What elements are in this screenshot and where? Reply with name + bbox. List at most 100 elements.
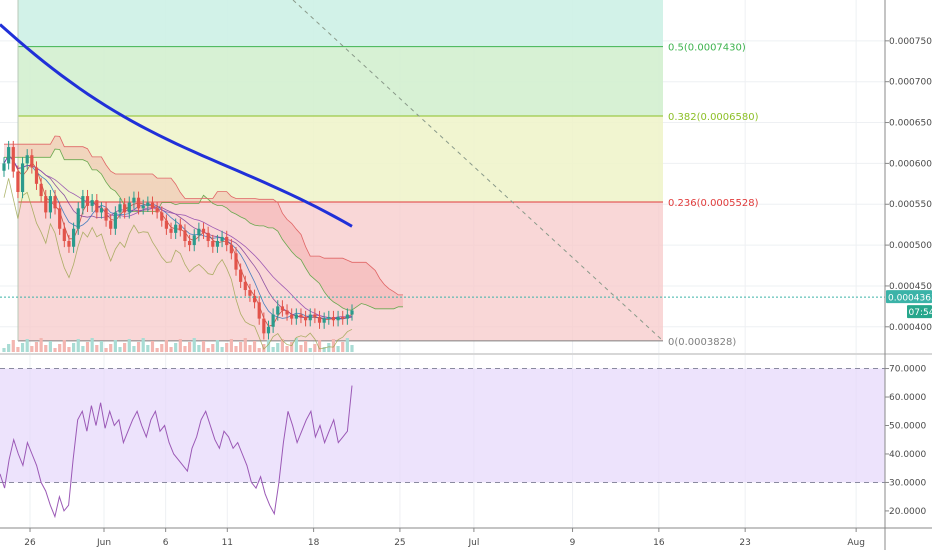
candle-body: [81, 196, 85, 209]
volume-bar: [243, 338, 247, 352]
ma-line: [3, 154, 353, 319]
volume-bar: [85, 342, 90, 352]
time-tick-label: Jul: [467, 538, 479, 548]
volume-bar: [30, 346, 34, 352]
candle-body: [178, 224, 182, 231]
candle-body: [266, 326, 271, 334]
volume-bar: [104, 348, 108, 352]
volume-bar: [234, 346, 238, 352]
time-tick-label: 23: [739, 538, 750, 548]
time-tick-label: 11: [222, 538, 233, 548]
volume-bar: [7, 344, 11, 352]
time-tick-label: Aug: [847, 538, 865, 548]
candle-body: [188, 241, 192, 246]
current-price-tag: [886, 290, 932, 304]
volume-bar: [25, 339, 29, 352]
candle-body: [248, 290, 252, 296]
candle-body: [76, 208, 80, 229]
rsi-guides: [0, 368, 885, 483]
volume-bar: [76, 339, 80, 352]
volume-bar: [183, 346, 187, 352]
long-moving-average-line[interactable]: [0, 23, 353, 228]
time-tick-label: 25: [394, 538, 405, 548]
rsi-tick-label: 70.0000: [889, 365, 926, 375]
candle-body: [257, 302, 261, 319]
candle-body: [104, 208, 108, 221]
fib-zone-yellow: [18, 116, 663, 202]
volume-bar: [53, 348, 57, 352]
candle-body: [48, 196, 52, 213]
volume-bar: [127, 339, 131, 352]
candle-body: [183, 230, 187, 242]
volume-bar: [313, 344, 317, 352]
volume-bar: [280, 339, 284, 352]
volume-bar: [146, 345, 150, 352]
volume-bar: [150, 341, 155, 352]
volume-bar: [118, 347, 122, 352]
candle-body: [271, 314, 275, 327]
fib-level-label: 0.382(0.0006580): [668, 112, 759, 123]
fib-zone-green: [18, 46, 663, 117]
candle-body: [290, 314, 294, 319]
candle-body: [215, 241, 220, 247]
diagonal-trendline[interactable]: [292, 0, 664, 342]
candle-body: [39, 183, 43, 197]
cloud-span-b: [4, 135, 403, 296]
volume-bar: [44, 345, 48, 352]
candle-body: [341, 316, 345, 319]
ma-line: [3, 154, 353, 320]
candle-body: [132, 197, 136, 203]
time-tick-label: 26: [24, 538, 36, 548]
volume-bar: [90, 338, 94, 352]
volume-bar: [16, 347, 20, 352]
candle-body: [67, 241, 71, 247]
volume-bar: [262, 344, 266, 352]
price-tags: 0.0004363 07:54: [886, 290, 932, 319]
candle-body: [16, 171, 20, 192]
volume-bar: [331, 339, 336, 352]
rsi-tick-label: 30.0000: [889, 478, 926, 488]
volume-bar: [206, 348, 210, 352]
volume-bar: [99, 341, 104, 352]
volume-bar: [174, 343, 178, 352]
volume-bar: [304, 341, 308, 352]
volume-bar: [164, 340, 168, 352]
volume-bar: [160, 344, 164, 352]
time-tick-label: 18: [308, 538, 320, 548]
candle-body: [211, 241, 215, 247]
candle-body: [58, 208, 62, 229]
volume-bar: [34, 342, 39, 352]
candle-body: [113, 212, 117, 229]
volume-bar: [155, 348, 159, 352]
fib-zone-teal: [18, 0, 663, 47]
time-axis[interactable]: 26 Jun 6 11 18 25 Jul 9 16 23 Aug: [24, 528, 865, 548]
volume-bar: [178, 339, 182, 352]
volume-bar: [67, 347, 71, 352]
volume-bar: [188, 342, 192, 352]
candle-body: [336, 316, 340, 321]
volume-bar: [136, 342, 141, 352]
volume-bar: [299, 345, 303, 352]
volume-bar: [2, 348, 6, 352]
volume-bar: [294, 338, 298, 352]
time-tick-label: 9: [570, 538, 576, 548]
rsi-line[interactable]: [0, 385, 353, 519]
candle-body: [20, 163, 25, 192]
fib-zone-red: [18, 201, 663, 341]
candle-body: [62, 228, 66, 242]
candle-body: [44, 196, 48, 213]
volume-bar: [341, 342, 345, 352]
time-tick-label: Jun: [96, 538, 111, 548]
candle-body: [34, 167, 39, 184]
volume-bar: [327, 343, 331, 352]
volume-bar: [271, 347, 275, 352]
candle-body: [90, 200, 94, 206]
rsi-axis[interactable]: 70.0000 60.0000 50.0000 40.0000 30.0000 20.00…: [885, 365, 926, 517]
candlestick-series[interactable]: [2, 140, 354, 340]
